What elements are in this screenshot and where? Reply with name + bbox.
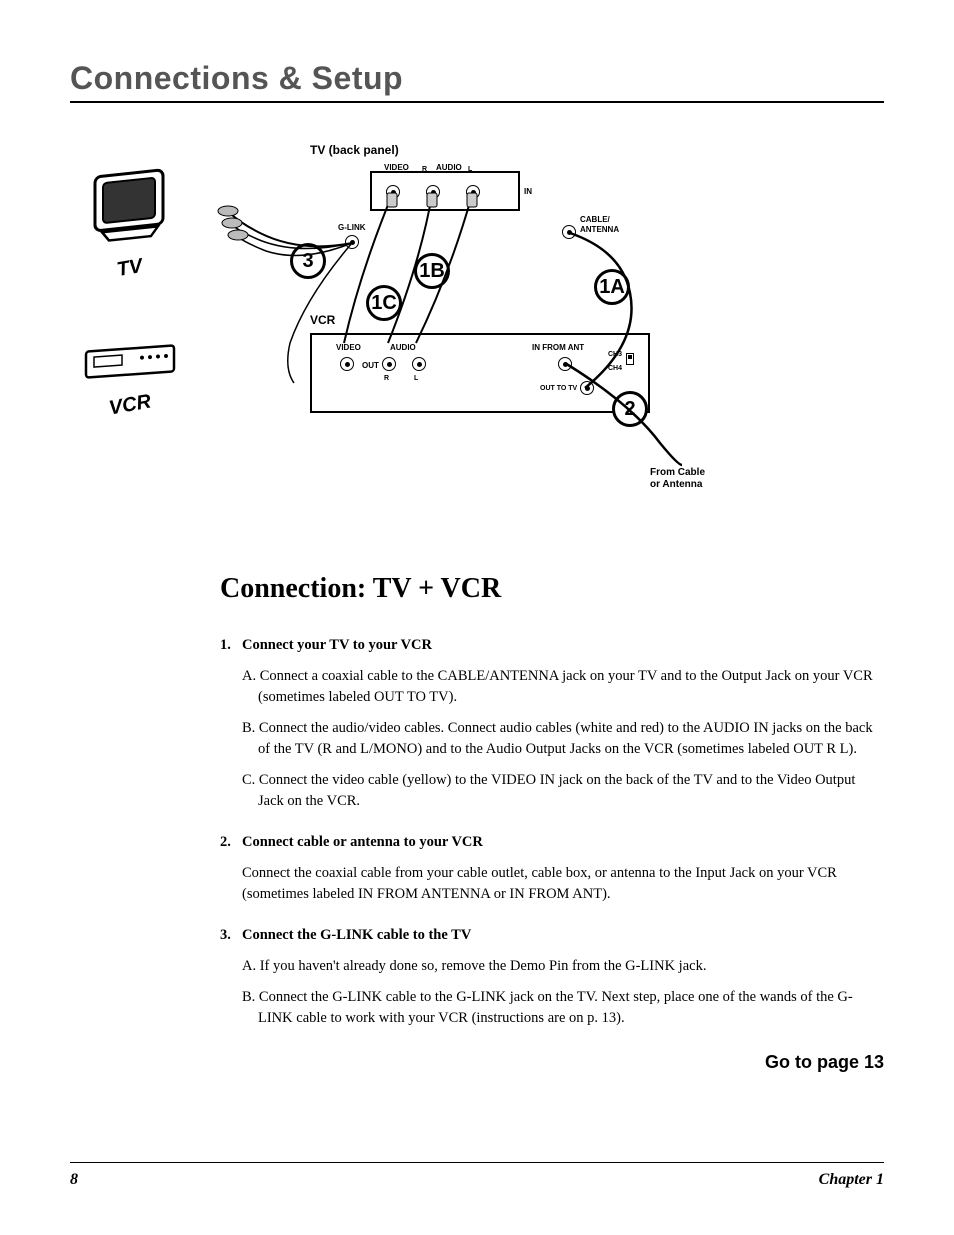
tv-label: TV — [115, 255, 144, 282]
diagram-area: TV VCR TV (back panel) VIDEO AUDIO R L I… — [70, 143, 884, 523]
ch-switch — [626, 353, 634, 365]
label-vcr-video: VIDEO — [336, 343, 361, 352]
port-tv-video — [386, 185, 400, 199]
page-number: 8 — [70, 1171, 78, 1189]
step-3-head-text: Connect the G-LINK cable to the TV — [242, 927, 471, 943]
step-2-head: 2.Connect cable or antenna to your VCR — [220, 832, 884, 853]
step-2-head-text: Connect cable or antenna to your VCR — [242, 834, 483, 850]
label-vcr-r: R — [384, 375, 389, 382]
vcr-panel: VIDEO AUDIO OUT R L IN FROM ANT OUT TO T… — [310, 333, 650, 413]
step-1a-marker: 1A — [594, 269, 630, 305]
step-3-marker: 3 — [290, 243, 326, 279]
port-tv-audio-l — [466, 185, 480, 199]
vcr-device-icon — [80, 340, 180, 390]
label-vcr-out: OUT — [362, 361, 379, 370]
label-vcr-l: L — [414, 375, 418, 382]
port-vcr-audio-r — [382, 357, 396, 371]
source-label-1: From Cable — [650, 467, 705, 478]
port-vcr-audio-l — [412, 357, 426, 371]
port-tv-audio-r — [426, 185, 440, 199]
port-out-to-tv — [580, 381, 594, 395]
section-title: Connection: TV + VCR — [220, 573, 884, 605]
wiring-diagram: TV (back panel) VIDEO AUDIO R L IN G-LIN… — [210, 143, 730, 523]
tv-panel: VIDEO AUDIO R L IN — [370, 171, 520, 211]
label-antenna: ANTENNA — [580, 225, 619, 234]
label-l: L — [468, 166, 472, 173]
port-in-from-ant — [558, 357, 572, 371]
step-1-head: 1.Connect your TV to your VCR — [220, 635, 884, 656]
tv-icon-block: TV — [70, 163, 190, 280]
label-audio: AUDIO — [436, 163, 462, 172]
page-title: Connections & Setup — [70, 60, 884, 103]
label-video: VIDEO — [384, 163, 409, 172]
vcr-label: VCR — [107, 391, 153, 421]
tv-panel-title: TV (back panel) — [310, 143, 399, 157]
label-in: IN — [524, 187, 532, 196]
device-icons: TV VCR — [70, 143, 190, 523]
port-vcr-video — [340, 357, 354, 371]
label-cable: CABLE/ — [580, 215, 610, 224]
step-1b-marker: 1B — [414, 253, 450, 289]
step-2-body: Connect the coaxial cable from your cabl… — [242, 863, 884, 905]
label-in-from-ant: IN FROM ANT — [532, 343, 584, 352]
step-2: 2.Connect cable or antenna to your VCR C… — [220, 832, 884, 905]
step-1-head-text: Connect your TV to your VCR — [242, 637, 432, 653]
step-3b: B. Connect the G-LINK cable to the G-LIN… — [242, 987, 884, 1029]
port-glink — [345, 235, 359, 249]
step-1c-marker: 1C — [366, 285, 402, 321]
vcr-icon-block: VCR — [70, 340, 190, 417]
label-ch4: CH4 — [608, 365, 622, 372]
step-3: 3.Connect the G-LINK cable to the TV A. … — [220, 925, 884, 1029]
label-glink: G-LINK — [338, 223, 366, 232]
label-ch3: CH3 — [608, 351, 622, 358]
step-3-head: 3.Connect the G-LINK cable to the TV — [220, 925, 884, 946]
footer: 8 Chapter 1 — [70, 1162, 884, 1189]
source-label-2: or Antenna — [650, 479, 702, 490]
goto-page: Go to page 13 — [220, 1049, 884, 1075]
vcr-panel-title: VCR — [310, 313, 335, 327]
tv-icon — [85, 163, 175, 253]
label-out-to-tv: OUT TO TV — [540, 385, 577, 392]
step-3a: A. If you haven't already done so, remov… — [242, 956, 884, 977]
step-1a: A. Connect a coaxial cable to the CABLE/… — [242, 666, 884, 708]
step-2-marker: 2 — [612, 391, 648, 427]
step-1: 1.Connect your TV to your VCR A. Connect… — [220, 635, 884, 812]
instructions: 1.Connect your TV to your VCR A. Connect… — [220, 635, 884, 1075]
chapter-label: Chapter 1 — [819, 1171, 884, 1189]
step-1b: B. Connect the audio/video cables. Conne… — [242, 718, 884, 760]
label-vcr-audio: AUDIO — [390, 343, 416, 352]
port-cable-antenna — [562, 225, 576, 239]
step-1c: C. Connect the video cable (yellow) to t… — [242, 770, 884, 812]
label-r: R — [422, 166, 427, 173]
